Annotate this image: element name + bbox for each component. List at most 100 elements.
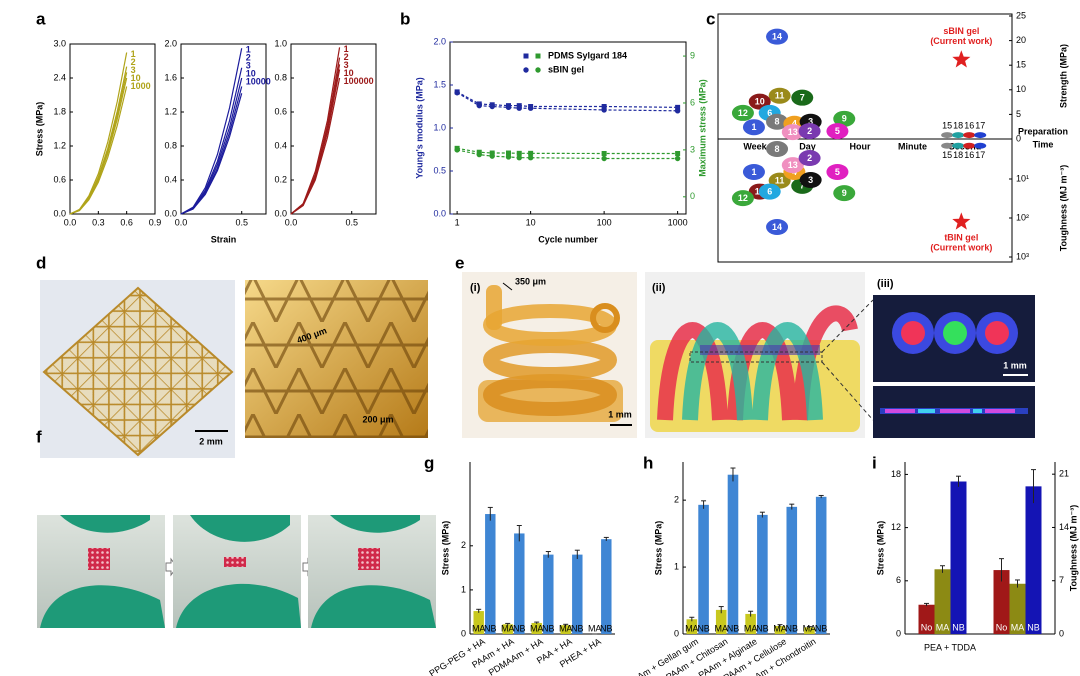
axis-label: Stress (MPa) xyxy=(440,521,450,576)
series-label: 10 xyxy=(344,68,354,78)
series-label: 3 xyxy=(131,65,136,75)
axis-label: Toughness (MJ m⁻³) xyxy=(1058,165,1068,252)
panel-letter: f xyxy=(36,427,42,446)
bar xyxy=(514,533,525,634)
axis-label: Cycle number xyxy=(538,234,598,244)
bar xyxy=(572,554,583,634)
bar xyxy=(950,481,967,634)
bar xyxy=(686,619,698,634)
sub-label: (iii) xyxy=(877,278,894,290)
point xyxy=(963,142,976,149)
marker xyxy=(489,103,495,110)
bar-label: MA xyxy=(530,623,544,633)
photo-d-lattice: 2 mm xyxy=(40,280,235,458)
y-tick-label: 18 xyxy=(891,469,901,479)
y-tick-label: 0.2 xyxy=(274,174,287,184)
bar xyxy=(918,604,935,634)
point xyxy=(766,218,789,235)
bar xyxy=(786,506,798,634)
point-label: 6 xyxy=(767,108,772,118)
point xyxy=(952,142,965,149)
legend-label: PDMS Sylgard 184 xyxy=(548,50,627,60)
panel-letter: g xyxy=(424,453,434,472)
marker xyxy=(476,102,482,109)
curve xyxy=(180,93,243,215)
annotation: (Current work) xyxy=(930,242,992,252)
marker xyxy=(528,150,534,156)
bar xyxy=(815,496,827,634)
panel-letter: i xyxy=(872,453,877,472)
point-label: 3 xyxy=(808,175,813,185)
y-tick-label: 0 xyxy=(1016,133,1021,143)
point-label: 12 xyxy=(738,193,748,203)
bar-label: NB xyxy=(571,623,584,633)
y-tick-label: 0.8 xyxy=(274,72,287,82)
annotation: sBIN gel xyxy=(943,26,979,36)
point-label: 7 xyxy=(800,181,805,191)
axis-label: Young's modulus (MPa) xyxy=(414,77,424,178)
point-label: 8 xyxy=(775,144,780,154)
y-tick-label: 1.2 xyxy=(53,140,66,150)
marker xyxy=(601,155,607,162)
marker xyxy=(675,150,681,156)
y-tick-label: 0.4 xyxy=(164,174,177,184)
curve xyxy=(69,66,128,215)
marker xyxy=(523,53,529,59)
legend-label: sBIN gel xyxy=(548,64,584,74)
y-tick-label: 10³ xyxy=(1016,251,1029,261)
bar-label: NB xyxy=(513,623,526,633)
point xyxy=(798,123,821,140)
bar xyxy=(1009,583,1026,634)
y-tick-label: 2.0 xyxy=(164,38,177,48)
point-label: 4 xyxy=(792,119,797,129)
y-tick-label: 3 xyxy=(690,144,695,154)
y-tick-label: 10² xyxy=(1016,212,1029,222)
marker xyxy=(535,53,541,59)
point xyxy=(833,185,856,202)
y-tick-label: 0.0 xyxy=(274,208,287,218)
marker xyxy=(535,67,541,73)
bar-label: MA xyxy=(501,623,515,633)
point-label: 12 xyxy=(738,108,748,118)
point-label: 15 xyxy=(942,150,952,160)
curve xyxy=(290,47,341,215)
y-tick-label: 2.0 xyxy=(433,36,446,46)
series-label: 1 xyxy=(344,44,349,54)
series-label: 1000 xyxy=(131,81,151,91)
bar-label: NB xyxy=(600,623,613,633)
point xyxy=(941,132,954,139)
point xyxy=(742,119,765,136)
curve xyxy=(457,147,678,155)
panel-letter: e xyxy=(455,253,464,272)
zoom-label: 200 μm xyxy=(362,414,393,424)
scale-bar-label: 1 mm xyxy=(608,409,632,419)
y-tick-label: 0.6 xyxy=(53,174,66,184)
x-tick-label: 10 xyxy=(526,217,536,227)
sub-label: (i) xyxy=(470,282,481,294)
point xyxy=(941,142,954,149)
y-tick-label: 25 xyxy=(1016,10,1026,20)
photo-e-iii: (iii) 1 mm xyxy=(821,278,1035,438)
nozzle-label: 350 μm xyxy=(515,276,546,286)
y-tick-label: 14 xyxy=(1059,522,1069,532)
bar xyxy=(993,570,1010,634)
y-tick-label: 0 xyxy=(896,628,901,638)
x-tick-label: 0.5 xyxy=(345,217,358,227)
bar-label: MA xyxy=(1011,622,1025,632)
y-tick-label: 9 xyxy=(690,50,695,60)
point xyxy=(758,183,781,200)
bar xyxy=(1025,486,1042,634)
bar xyxy=(502,624,513,634)
curve xyxy=(180,48,243,215)
y-tick-label: 0.0 xyxy=(433,208,446,218)
y-tick-label: 1.5 xyxy=(433,79,446,89)
y-tick-label: 10 xyxy=(1016,84,1026,94)
axis-label: Maximum stress (MPa) xyxy=(697,79,707,177)
point-label: 16 xyxy=(964,150,974,160)
marker xyxy=(454,147,460,153)
photo-e-i: (i) 350 μm 1 mm xyxy=(462,272,637,438)
point xyxy=(731,104,754,121)
point xyxy=(833,110,856,127)
y-tick-label: 0 xyxy=(461,628,466,638)
series-label: 2 xyxy=(246,53,251,63)
